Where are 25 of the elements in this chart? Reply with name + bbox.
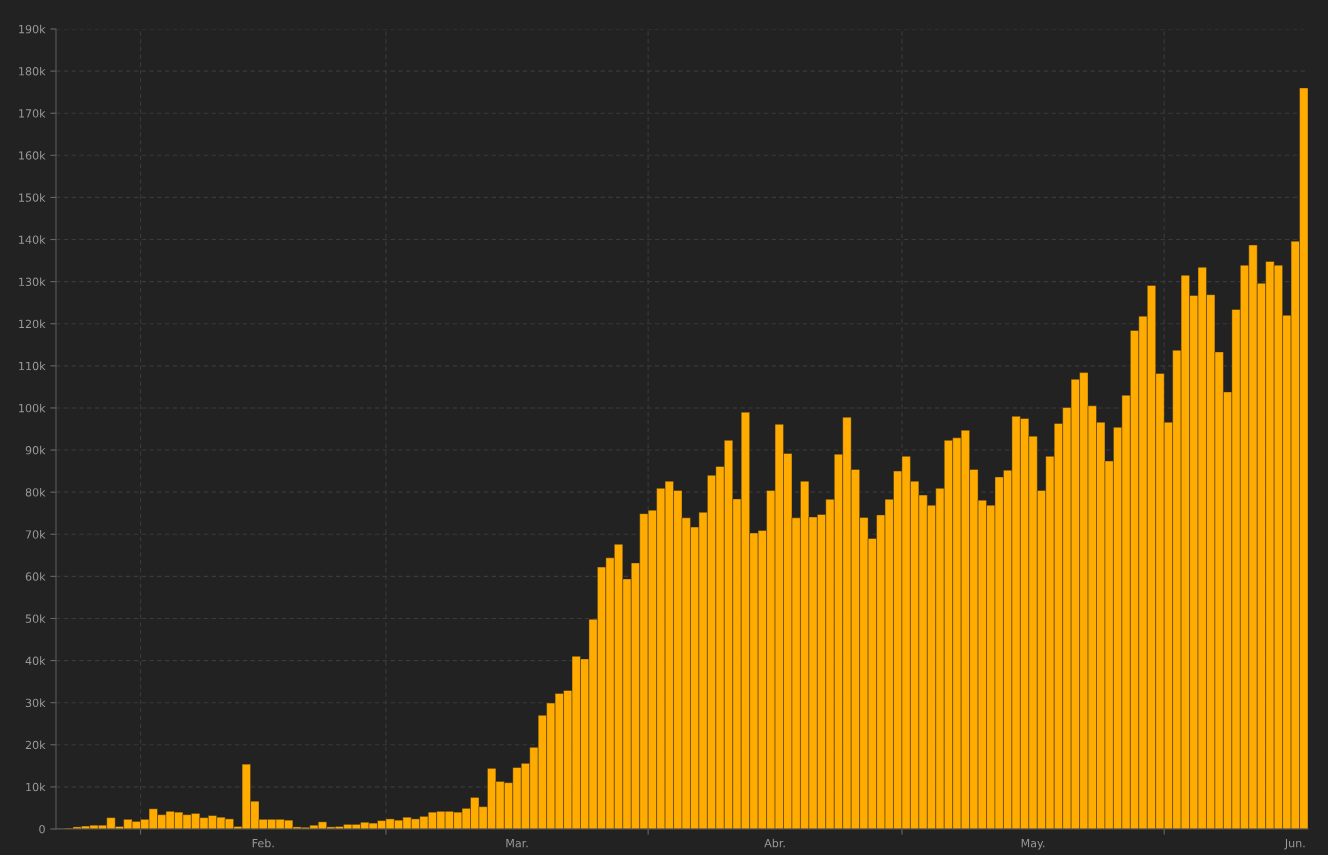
y-tick-label: 30k [25,698,46,708]
y-tick-label: 0 [39,824,45,834]
y-tick-label: 10k [26,782,46,792]
y-tick-label: 110k [19,361,46,371]
y-tick-label: 130k [19,277,46,287]
x-tick-label: Feb. [252,838,274,848]
y-tick-label: 20k [25,740,46,750]
y-tick-label: 120k [19,319,46,329]
y-tick-label: 190k [19,24,46,34]
y-tick-label: 90k [25,445,46,455]
y-tick-label: 170k [19,108,46,118]
y-tick-label: 140k [19,235,46,244]
x-tick-label: May. [1021,839,1045,850]
y-tick-label: 50k [25,614,46,623]
y-tick-label: 70k [25,530,46,539]
y-tick-label: 150k [19,193,46,202]
y-tick-label: 60k [25,572,46,581]
y-tick-label: 160k [19,151,46,160]
y-tick-label: 100k [19,403,46,413]
x-tick-label: Mar. [506,839,528,848]
x-tick-label: Abr. [764,838,785,848]
x-tick-label: Jun. [1284,839,1305,850]
y-tick-label: 80k [25,487,46,497]
y-tick-label: 40k [25,656,46,665]
y-tick-label: 180k [19,66,46,76]
